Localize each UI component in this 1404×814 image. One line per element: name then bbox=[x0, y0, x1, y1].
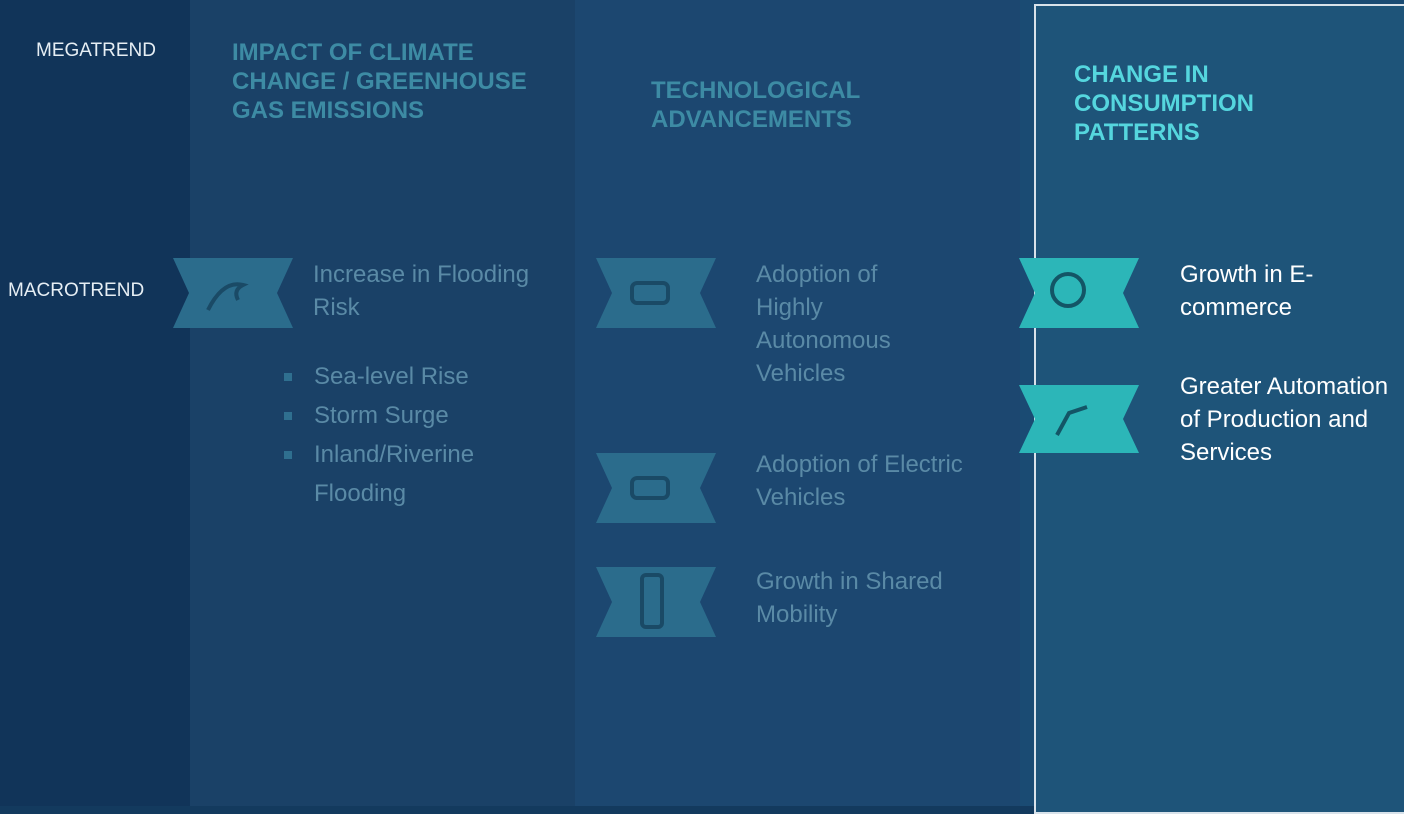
item-label: Greater Automation of Production and Ser… bbox=[1180, 370, 1395, 469]
bullet: Inland/Riverine Flooding bbox=[282, 435, 542, 513]
bullet-list: Sea-level Rise Storm Surge Inland/Riveri… bbox=[282, 357, 542, 513]
ribbon-icon bbox=[1019, 258, 1139, 453]
bullet: Sea-level Rise bbox=[282, 357, 542, 396]
item-label: Adoption of Electric Vehicles bbox=[756, 448, 986, 514]
item-label: Increase in Flooding Risk bbox=[313, 258, 543, 324]
item-label: Growth in E-commerce bbox=[1180, 258, 1330, 324]
bullet: Storm Surge bbox=[282, 396, 542, 435]
item-label: Adoption of Highly Autonomous Vehicles bbox=[756, 258, 936, 390]
item-label: Growth in Shared Mobility bbox=[756, 565, 986, 631]
slide: MEGATREND MACROTREND IMPACT OF CLIMATE C… bbox=[0, 0, 1404, 806]
